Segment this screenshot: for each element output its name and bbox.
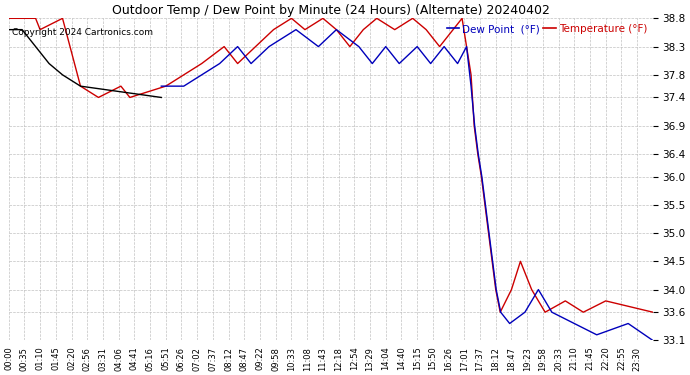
Text: Copyright 2024 Cartronics.com: Copyright 2024 Cartronics.com xyxy=(12,28,153,37)
Legend: Dew Point  (°F), Temperature (°F): Dew Point (°F), Temperature (°F) xyxy=(442,20,651,38)
Title: Outdoor Temp / Dew Point by Minute (24 Hours) (Alternate) 20240402: Outdoor Temp / Dew Point by Minute (24 H… xyxy=(112,4,550,17)
